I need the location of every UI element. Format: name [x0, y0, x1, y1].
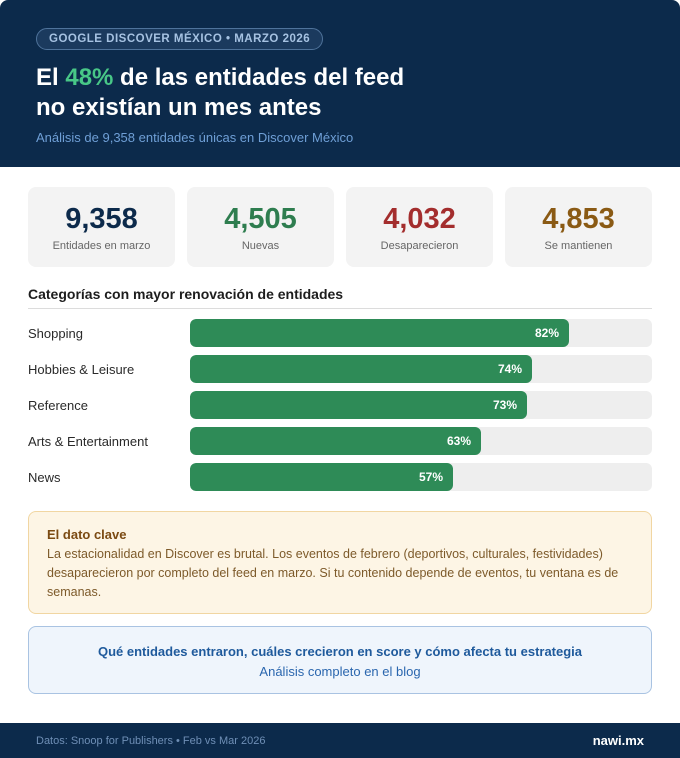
bar: 63%: [190, 427, 481, 455]
stat-value: 4,505: [224, 203, 297, 235]
stat-label: Se mantienen: [544, 240, 613, 252]
key-fact-body: La estacionalidad en Discover es brutal.…: [47, 547, 619, 599]
bar-category-label: Reference: [28, 398, 88, 413]
headline-line1-suffix: de las entidades del feed: [113, 64, 405, 91]
report-tag: GOOGLE DISCOVER MÉXICO • MARZO 2026: [36, 28, 324, 50]
stat-label: Entidades en marzo: [52, 240, 151, 252]
bar-value-label: 63%: [446, 434, 471, 448]
bar-value-label: 57%: [418, 470, 443, 484]
stat-value: 4,853: [542, 203, 615, 235]
stat-value: 4,032: [383, 203, 456, 235]
header-banner: GOOGLE DISCOVER MÉXICO • MARZO 2026 El 4…: [0, 0, 680, 167]
bar-category-label: Hobbies & Leisure: [28, 362, 135, 377]
bar: 57%: [190, 463, 453, 491]
headline-highlight: 48%: [65, 64, 114, 91]
stat-value: 9,358: [65, 203, 138, 235]
bar-value-label: 74%: [497, 362, 522, 376]
bar-value-label: 73%: [492, 398, 517, 412]
bar-value-label: 82%: [534, 326, 559, 340]
bar-track: 82%: [190, 319, 652, 347]
bar-track: 74%: [190, 355, 652, 383]
bar-row: Reference 73%: [28, 391, 652, 419]
headline-prefix: El: [36, 64, 66, 91]
headline: El 48% de las entidades del feed no exis…: [36, 63, 646, 123]
cta-title[interactable]: Qué entidades entraron, cuáles crecieron…: [97, 644, 583, 659]
footer-source: Datos: Snoop for Publishers • Feb vs Mar…: [36, 735, 266, 747]
bar-track: 73%: [190, 391, 652, 419]
key-fact-box: El dato clave La estacionalidad en Disco…: [28, 511, 652, 614]
stat-card-disappeared: 4,032 Desaparecieron: [346, 187, 493, 267]
cta-link[interactable]: Análisis completo en el blog: [259, 664, 421, 679]
bar-row: Shopping 82%: [28, 319, 652, 347]
cta-box[interactable]: Qué entidades entraron, cuáles crecieron…: [28, 626, 652, 694]
section-divider: [28, 308, 652, 309]
bar-category-label: Shopping: [28, 326, 83, 341]
bar-category-label: News: [28, 470, 61, 485]
stat-card-new: 4,505 Nuevas: [187, 187, 334, 267]
stat-card-total: 9,358 Entidades en marzo: [28, 187, 175, 267]
bar-category-label: Arts & Entertainment: [28, 434, 148, 449]
bar-row: Hobbies & Leisure 74%: [28, 355, 652, 383]
chart-title: Categorías con mayor renovación de entid…: [28, 286, 344, 302]
stat-label: Desaparecieron: [380, 240, 459, 252]
headline-line2: no existían un mes antes: [36, 94, 322, 121]
footer-brand: nawi.mx: [592, 733, 644, 748]
subtitle: Análisis de 9,358 entidades únicas en Di…: [36, 130, 354, 145]
bar-row: News 57%: [28, 463, 652, 491]
bar-track: 63%: [190, 427, 652, 455]
footer: Datos: Snoop for Publishers • Feb vs Mar…: [0, 723, 680, 758]
bar: 74%: [190, 355, 532, 383]
bar: 73%: [190, 391, 527, 419]
bar: 82%: [190, 319, 569, 347]
key-fact-title: El dato clave: [47, 527, 127, 542]
stat-card-kept: 4,853 Se mantienen: [505, 187, 652, 267]
stat-label: Nuevas: [241, 240, 280, 252]
bar-row: Arts & Entertainment 63%: [28, 427, 652, 455]
bar-track: 57%: [190, 463, 652, 491]
